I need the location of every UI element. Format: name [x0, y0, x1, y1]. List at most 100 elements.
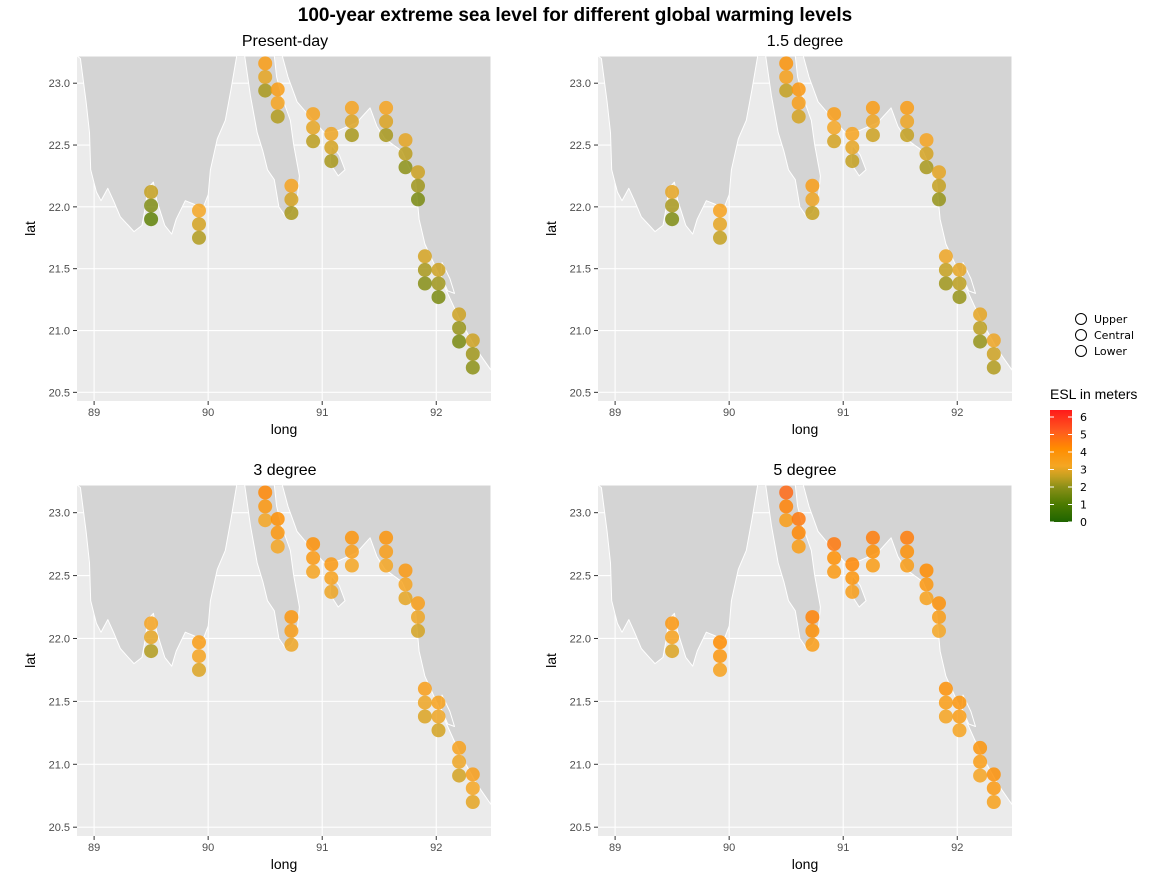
point-lower: [417, 709, 432, 724]
point-central: [952, 709, 967, 724]
x-tick-label: 89: [609, 407, 621, 419]
point-lower: [932, 192, 946, 207]
point-upper: [431, 695, 446, 710]
point-lower: [306, 564, 321, 579]
point-central: [973, 754, 988, 769]
y-tick-label: 22.5: [49, 571, 70, 583]
point-upper: [919, 563, 934, 578]
y-tick-label: 23.0: [570, 508, 591, 520]
land-polygons: [76, 55, 492, 371]
point-central: [431, 276, 446, 291]
point-upper: [398, 563, 413, 578]
shape-legend-key-lower: [1075, 345, 1087, 357]
x-tick-label: 92: [951, 407, 963, 419]
panel-title: 1.5 degree: [767, 33, 844, 50]
color-legend-bar: [1050, 410, 1072, 522]
point-upper: [144, 185, 159, 199]
point-central: [431, 709, 446, 724]
x-tick-label: 89: [609, 842, 621, 854]
point-lower: [258, 83, 273, 98]
colorbar-tick-label: 2: [1080, 481, 1087, 494]
point-lower: [827, 564, 842, 579]
point-central: [713, 217, 727, 232]
point-lower: [379, 558, 394, 573]
y-tick-label: 23.0: [49, 78, 70, 90]
point-upper: [865, 530, 880, 545]
y-tick-label: 20.5: [570, 822, 591, 834]
point-central: [713, 649, 727, 664]
y-tick-label: 21.0: [49, 759, 70, 771]
point-lower: [324, 584, 339, 599]
point-upper: [344, 100, 359, 115]
point-lower: [192, 230, 206, 245]
point-central: [791, 525, 806, 540]
chart-title: 100-year extreme sea level for different…: [298, 5, 852, 26]
y-tick-label: 22.5: [49, 140, 70, 152]
point-central: [417, 262, 432, 277]
axes: 89 90 91 92 20.5 21.0 21.5 22.0 22.5 23.0 long lat: [543, 78, 963, 437]
point-central: [932, 178, 946, 193]
point-upper: [306, 107, 321, 122]
point-lower: [270, 539, 285, 554]
point-central: [465, 347, 480, 361]
point-central: [270, 96, 285, 110]
point-upper: [827, 107, 842, 122]
point-lower: [258, 513, 273, 528]
point-lower: [324, 154, 339, 169]
shape-legend-label-lower: Lower: [1094, 345, 1127, 358]
y-tick-label: 22.5: [570, 140, 591, 152]
colorbar-tick-label: 4: [1080, 446, 1087, 459]
panel-1-5-degree: 1.5 degree 89 90 91 92 20.5 21.0 21.5 22.0 22.5 2…: [543, 33, 1013, 437]
y-tick-label: 21.0: [570, 759, 591, 771]
esl-points: [144, 56, 480, 375]
point-lower: [973, 768, 988, 783]
x-tick-label: 91: [837, 842, 849, 854]
point-upper: [827, 537, 842, 552]
point-lower: [952, 723, 967, 738]
point-lower: [791, 109, 806, 124]
point-upper: [417, 249, 432, 264]
point-central: [845, 140, 860, 155]
land-polygons: [597, 484, 1013, 805]
axes: 89 90 91 92 20.5 21.0 21.5 22.0 22.5 23.0 long lat: [543, 508, 963, 872]
point-upper: [938, 681, 953, 696]
point-upper: [986, 767, 1001, 782]
point-lower: [411, 623, 425, 638]
point-lower: [284, 637, 299, 652]
x-axis-label: long: [271, 421, 297, 437]
point-lower: [431, 723, 446, 738]
x-tick-label: 92: [951, 842, 963, 854]
y-tick-label: 20.5: [49, 387, 70, 399]
point-central: [417, 695, 432, 710]
point-upper: [379, 530, 394, 545]
axes: 89 90 91 92 20.5 21.0 21.5 22.0 22.5 23.0 long lat: [22, 508, 442, 872]
point-central: [398, 146, 413, 161]
point-lower: [938, 276, 953, 291]
point-central: [344, 544, 359, 559]
point-upper: [932, 165, 946, 180]
point-lower: [827, 134, 842, 149]
point-lower: [791, 539, 806, 554]
point-upper: [900, 530, 915, 545]
point-central: [284, 192, 299, 207]
point-upper: [284, 178, 299, 193]
point-upper: [306, 537, 321, 552]
point-upper: [952, 695, 967, 710]
point-lower: [845, 154, 860, 169]
point-central: [258, 70, 273, 84]
point-central: [986, 347, 1001, 361]
panel-title: 3 degree: [253, 462, 316, 479]
y-tick-label: 21.5: [49, 696, 70, 708]
point-central: [932, 610, 946, 625]
point-central: [324, 140, 339, 155]
colorbar-tick-label: 5: [1080, 429, 1087, 442]
y-axis-label: lat: [543, 653, 559, 668]
point-central: [452, 321, 467, 335]
point-central: [411, 178, 425, 193]
point-lower: [452, 334, 467, 349]
shape-legend-key-upper: [1075, 313, 1087, 325]
axes: 89 90 91 92 20.5 21.0 21.5 22.0 22.5 23.0 long lat: [22, 78, 442, 437]
y-tick-label: 22.0: [570, 202, 591, 214]
point-lower: [665, 644, 680, 659]
